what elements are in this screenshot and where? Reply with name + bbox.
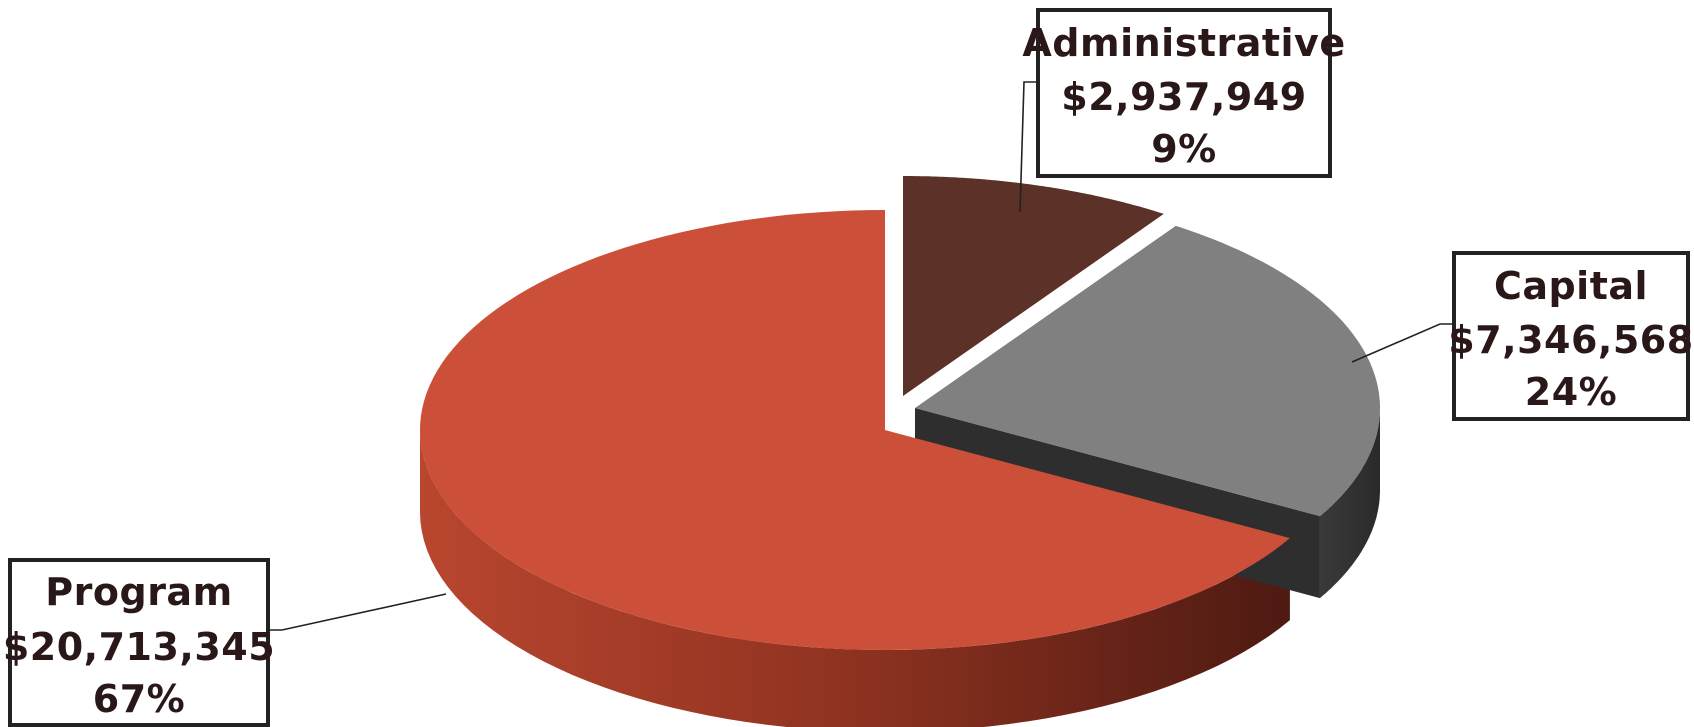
slice-top-administrative [903, 176, 1164, 396]
leader-line-program [270, 593, 447, 631]
data-label-administrative: Administrative $2,937,949 9% [1022, 8, 1345, 178]
label-box-administrative [1036, 8, 1332, 178]
label-box-program [8, 558, 270, 727]
label-percent-administrative: 9% [1151, 127, 1217, 171]
label-name-capital: Capital [1494, 264, 1648, 308]
label-name-administrative: Administrative [1022, 21, 1345, 65]
leader-line-administrative [1019, 81, 1036, 213]
label-name-program: Program [45, 570, 232, 614]
label-percent-capital: 24% [1525, 370, 1617, 414]
label-percent-program: 67% [93, 677, 185, 721]
slice-top-program [420, 210, 1290, 650]
label-value-capital: $7,346,568 [1448, 318, 1693, 362]
data-label-program: Program $20,713,345 67% [3, 558, 275, 727]
label-box-capital [1452, 251, 1690, 421]
slice-side-capital [1319, 408, 1380, 599]
slice-top-capital [915, 225, 1380, 517]
slice-side-program [420, 430, 1290, 727]
data-label-capital: Capital $7,346,568 24% [1448, 251, 1693, 421]
label-value-administrative: $2,937,949 [1061, 75, 1306, 119]
leader-line-capital [1351, 323, 1452, 363]
pie-tops-layer [420, 176, 1380, 650]
label-value-program: $20,713,345 [3, 625, 275, 669]
